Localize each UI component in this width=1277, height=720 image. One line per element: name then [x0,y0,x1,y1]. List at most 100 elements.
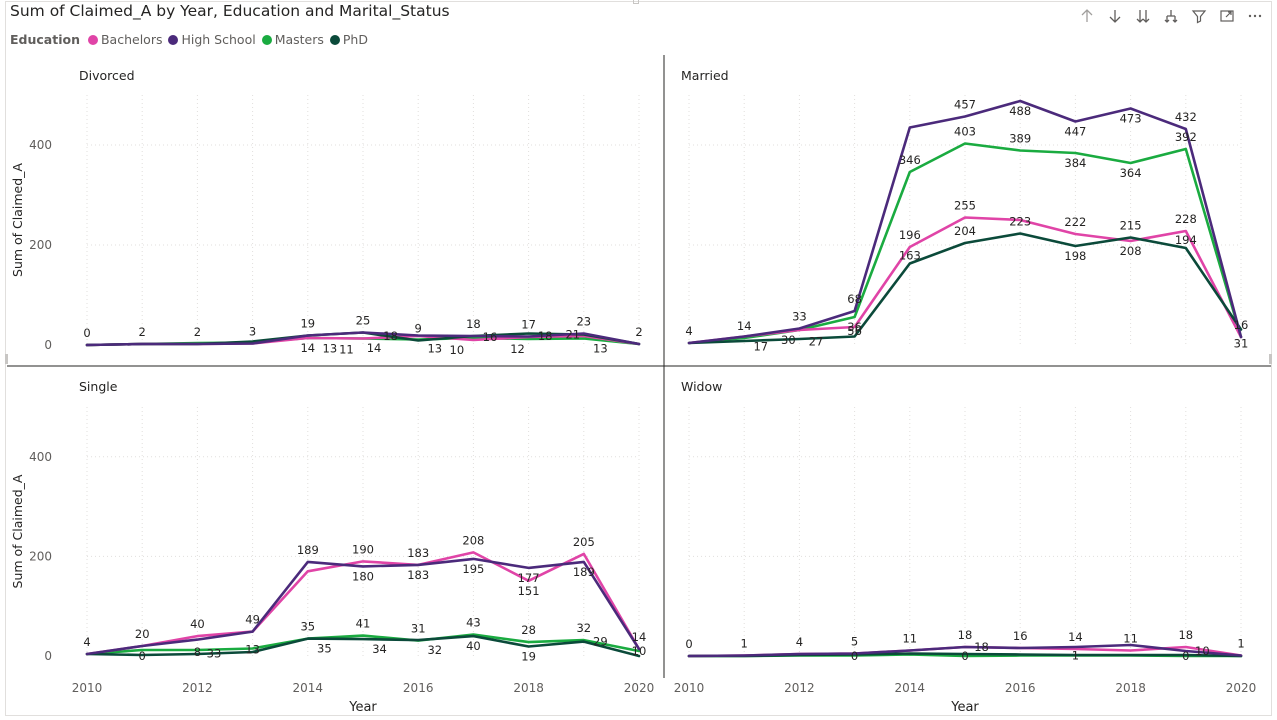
data-label-married-9: 346 [899,153,921,167]
x-tick-widow-2016: 2016 [1005,681,1036,695]
data-label-married-13: 403 [954,125,976,139]
drill-down-icon[interactable] [1101,5,1129,27]
data-label-single-2: 0 [139,649,146,663]
data-label-single-30: 29 [593,635,608,649]
panel-title-married: Married [681,68,729,83]
resize-handle-left[interactable] [5,354,8,364]
legend-item-masters[interactable]: Masters [261,32,324,47]
resize-handle-top[interactable] [633,0,639,4]
data-label-widow-9: 16 [1013,629,1028,643]
data-label-single-1: 20 [135,627,150,641]
x-tick-widow-2018: 2018 [1115,681,1146,695]
legend-dot-bachelors [87,34,98,45]
panel-title-divorced: Divorced [79,68,135,83]
focus-mode-icon[interactable] [1213,5,1241,27]
x-tick-single-2018: 2018 [513,681,544,695]
data-label-married-25: 215 [1120,219,1142,233]
data-label-married-5: 27 [809,335,824,349]
data-label-single-31: 14 [632,630,647,644]
legend-item-phd[interactable]: PhD [329,32,368,47]
series-line-widow-high-school [687,643,1243,658]
data-label-single-8: 189 [297,543,319,557]
legend-label-bachelors: Bachelors [100,32,163,47]
data-label-widow-4: 0 [851,649,858,663]
data-label-married-17: 389 [1009,132,1031,146]
data-label-divorced-22: 2 [635,325,642,339]
data-label-married-0: 4 [685,324,692,338]
data-label-single-15: 183 [407,546,429,560]
data-label-divorced-14: 18 [466,317,481,331]
data-label-married-11: 163 [899,249,921,263]
data-label-married-31: 16 [1234,318,1249,332]
data-label-married-16: 488 [1009,104,1031,118]
data-label-single-16: 183 [407,568,429,582]
drill-up-icon[interactable] [1073,5,1101,27]
data-label-married-27: 432 [1175,110,1197,124]
legend-title: Education [10,32,80,47]
data-label-widow-0: 0 [685,637,692,651]
y-tick-single-0: 0 [44,649,52,663]
data-label-single-11: 190 [352,542,374,556]
x-tick-widow-2014: 2014 [895,681,926,695]
data-label-divorced-12: 13 [427,342,442,356]
data-label-single-6: 49 [245,613,260,627]
data-label-married-3: 30 [781,333,796,347]
data-label-single-32: 10 [632,644,647,658]
data-label-single-21: 43 [466,616,481,630]
legend-item-high-school[interactable]: High School [168,32,256,47]
x-tick-single-2016: 2016 [403,681,434,695]
data-label-married-15: 204 [954,224,976,238]
data-label-divorced-8: 11 [339,343,354,357]
data-label-single-18: 32 [427,643,442,657]
data-label-married-26: 208 [1120,244,1142,258]
data-label-married-6: 68 [847,292,862,306]
expand-next-level-icon[interactable] [1129,5,1157,27]
more-options-icon[interactable] [1241,5,1269,27]
data-label-widow-13: 18 [1178,628,1193,642]
visual-toolbar [1073,5,1269,27]
data-label-single-17: 31 [411,622,426,636]
y-tick-divorced-400: 400 [29,138,52,152]
series-line-single-masters [85,633,641,656]
data-label-single-19: 208 [462,533,484,547]
y-tick-divorced-0: 0 [44,338,52,352]
data-label-single-20: 195 [462,562,484,576]
data-label-divorced-15: 16 [483,330,498,344]
data-label-married-12: 457 [954,98,976,112]
legend-dot-high-school [168,34,179,45]
legend-item-bachelors[interactable]: Bachelors [87,32,163,47]
legend-dot-masters [261,34,272,45]
chart-title: Sum of Claimed_A by Year, Education and … [10,2,450,20]
panel-title-widow: Widow [681,379,722,394]
data-label-widow-12: 11 [1123,632,1138,646]
y-tick-divorced-200: 200 [29,238,52,252]
data-label-married-30: 194 [1175,233,1197,247]
resize-handle-right[interactable] [1269,354,1272,364]
filter-icon[interactable] [1185,5,1213,27]
data-label-divorced-17: 17 [521,318,536,332]
data-label-single-3: 40 [190,617,205,631]
data-label-widow-16: 1 [1237,637,1244,651]
data-label-widow-7: 0 [961,649,968,663]
data-label-married-18: 223 [1009,215,1031,229]
data-label-married-28: 392 [1175,130,1197,144]
data-label-single-12: 180 [352,569,374,583]
y-axis-label-single: Sum of Claimed_A [10,474,25,588]
data-label-divorced-10: 18 [383,329,398,343]
data-label-married-7: 36 [847,320,862,334]
data-label-single-22: 40 [466,639,481,653]
data-label-married-21: 222 [1064,215,1086,229]
data-label-single-29: 32 [576,621,591,635]
data-label-divorced-5: 14 [300,341,315,355]
data-label-married-19: 447 [1064,125,1086,139]
data-label-single-14: 34 [372,642,387,656]
data-label-widow-3: 5 [851,635,858,649]
x-tick-single-2010: 2010 [72,681,103,695]
expand-hierarchy-icon[interactable] [1157,5,1185,27]
data-label-single-4: 8 [194,645,201,659]
data-label-widow-5: 11 [902,632,917,646]
data-label-single-7: 13 [245,643,260,657]
data-label-widow-6: 18 [958,628,973,642]
data-label-widow-15: 10 [1195,644,1210,658]
